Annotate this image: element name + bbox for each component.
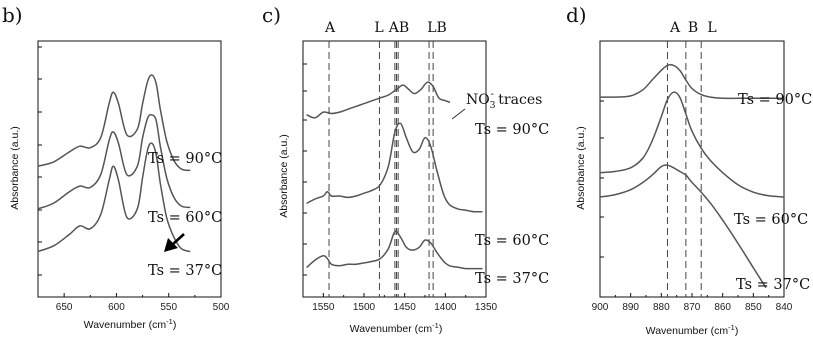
- panel-b-y-ticks: [38, 46, 42, 276]
- arrow-down-left-icon: [164, 233, 185, 252]
- x-tick-label: 500: [213, 302, 230, 313]
- x-tick-label: 870: [684, 302, 701, 313]
- panel-d-y-ticks: [600, 100, 604, 258]
- panel-c-nitrate-annotation: NO3- traces: [466, 89, 542, 111]
- panel-d-band-label-b: B: [688, 20, 698, 36]
- panel-c-band-label-l: L: [374, 20, 383, 36]
- panel-d-x-ticks: 900 890 880 870 860 850 840: [592, 293, 793, 313]
- x-tick-label: 900: [592, 302, 609, 313]
- spectrum-line-ts-90: [599, 64, 785, 100]
- panel-d-x-axis-title: Wavenumber (cm-1): [646, 323, 739, 337]
- panel-d: d) 900 890 880 870 860 850 840 A B L Ts = 90°C…: [566, 3, 812, 337]
- panel-b-label-37: Ts = 37°C: [148, 263, 222, 279]
- panel-d-y-axis-title: Absorbance (a.u.): [575, 126, 587, 209]
- spectrum-line-ts-37: [599, 164, 767, 288]
- spectrum-line-ts-60: [599, 91, 785, 198]
- spectrum-line-ts-90: [37, 74, 191, 172]
- panel-c: c) 1550 1500 1450 1400 1350 A L AB LB NO3- t…: [262, 3, 549, 335]
- panel-c-band-lines: [328, 41, 434, 297]
- panel-d-band-label-l: L: [707, 20, 716, 36]
- panel-b-x-ticks: 650 600 550 500: [56, 293, 230, 313]
- panel-c-letter: c): [262, 3, 281, 27]
- panel-d-label-90: Ts = 90°C: [738, 92, 812, 108]
- panel-c-y-ticks: [303, 63, 307, 276]
- x-tick-label: 840: [776, 302, 793, 313]
- panel-b-curves: [37, 74, 191, 253]
- panel-b-label-90: Ts = 90°C: [148, 151, 222, 167]
- panel-b-label-60: Ts = 60°C: [148, 210, 222, 226]
- x-tick-label: 1350: [475, 302, 498, 313]
- x-tick-label: 880: [653, 302, 670, 313]
- spectrum-line-ts-60: [306, 122, 483, 213]
- panel-c-label-60: Ts = 60°C: [475, 233, 549, 249]
- x-tick-label: 1400: [434, 302, 457, 313]
- panel-d-band-lines: [666, 41, 702, 297]
- panel-c-band-label-a: A: [324, 20, 336, 36]
- spectrum-line-ts-60: [37, 113, 191, 210]
- x-tick-label: 1550: [312, 302, 335, 313]
- panel-b-letter: b): [2, 3, 23, 27]
- panel-d-letter: d): [566, 3, 587, 27]
- panel-c-y-axis-title: Absorbance (a.u.): [278, 134, 290, 217]
- panel-c-label-37: Ts = 37°C: [475, 271, 549, 287]
- x-tick-label: 1500: [353, 302, 376, 313]
- panel-b-x-axis-title: Wavenumber (cm-1): [84, 317, 177, 331]
- x-tick-label: 890: [622, 302, 639, 313]
- x-tick-label: 550: [160, 302, 177, 313]
- x-tick-label: 860: [714, 302, 731, 313]
- x-tick-label: 650: [56, 302, 73, 313]
- panel-c-band-label-lb: LB: [427, 20, 447, 36]
- panel-c-x-axis-title: Wavenumber (cm-1): [350, 321, 443, 335]
- panel-b-frame: [37, 40, 222, 298]
- panel-d-label-37: Ts = 37°C: [736, 277, 810, 293]
- x-tick-label: 1450: [394, 302, 417, 313]
- panel-c-label-90: Ts = 90°C: [475, 122, 549, 138]
- x-tick-label: 850: [745, 302, 762, 313]
- panel-c-x-ticks: 1550 1500 1450 1400 1350: [312, 293, 498, 313]
- panel-c-band-label-ab: AB: [388, 20, 409, 36]
- panel-d-label-60: Ts = 60°C: [734, 212, 808, 228]
- panel-b: b) 650 600 550 500 Ts = 90°C Ts = 60°C Ts =…: [2, 3, 230, 331]
- panel-c-curves: [306, 81, 483, 270]
- panel-d-curves: [599, 64, 785, 288]
- spectrum-line-ts-90: [306, 81, 451, 119]
- panel-d-band-label-a: A: [669, 20, 681, 36]
- spectrum-line-ts-37: [306, 230, 483, 270]
- spectrum-line-ts-37: [37, 142, 191, 253]
- x-tick-label: 600: [108, 302, 125, 313]
- panel-b-y-axis-title: Absorbance (a.u.): [9, 126, 21, 209]
- panel-c-annotation-pointer: [451, 108, 466, 120]
